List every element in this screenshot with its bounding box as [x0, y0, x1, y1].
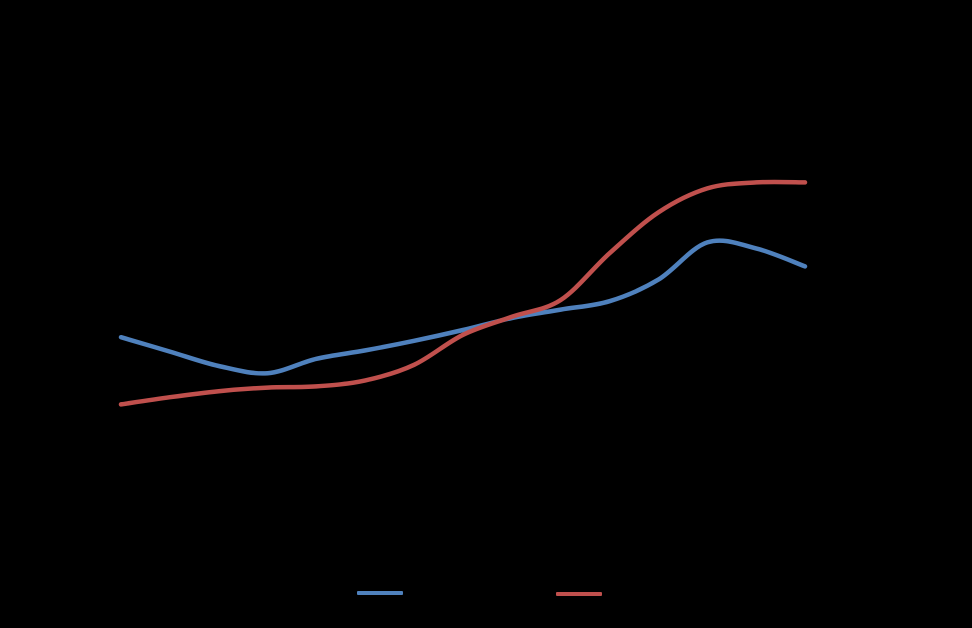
series-blue-line: [118, 238, 808, 376]
legend: [0, 591, 972, 597]
legend-swatch-red: [556, 592, 602, 596]
legend-swatch-blue: [357, 591, 403, 595]
series-red-line: [118, 179, 808, 407]
